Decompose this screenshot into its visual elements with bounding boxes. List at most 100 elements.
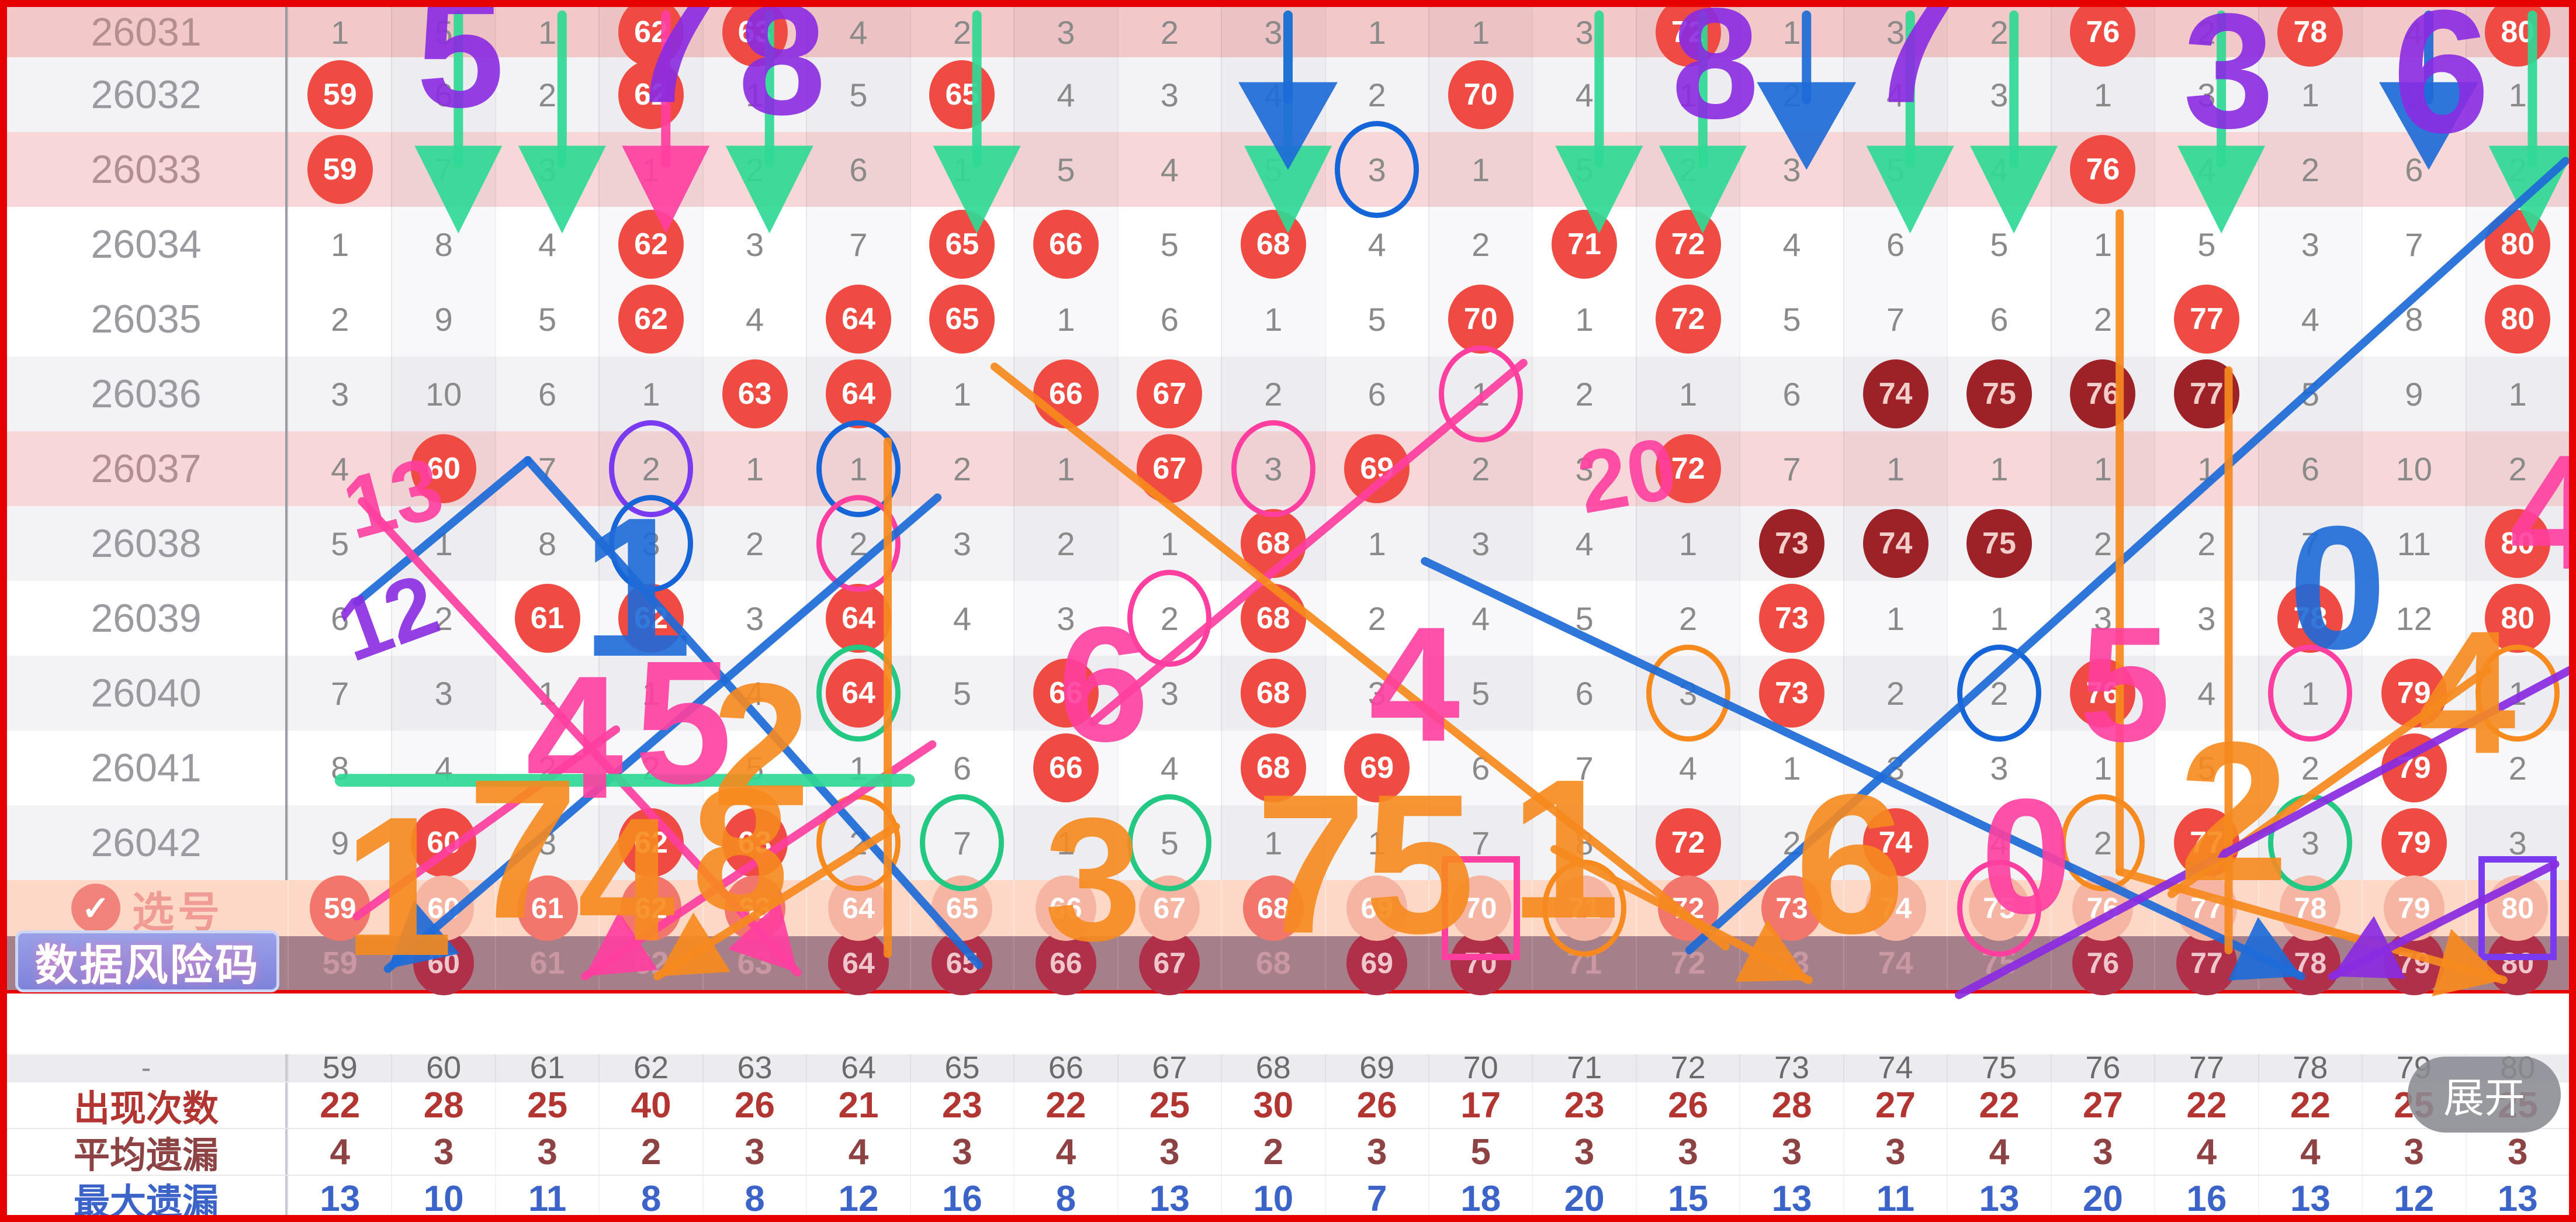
grid-cell: 2: [598, 731, 702, 805]
draw-row-26035: 26035 2 9 5 62 4 64 65 1 6 1 5 70 1 72 5 7 6 2 77 4 8 80: [7, 282, 2569, 356]
grid-cell: 78: [2258, 7, 2362, 67]
grid-cell: 5: [1532, 132, 1635, 207]
xuanhao-cell: 59: [288, 875, 391, 941]
expand-button[interactable]: 展开: [2408, 1057, 2561, 1133]
xuanhao-cell: 63: [702, 875, 806, 941]
check-icon[interactable]: ✓: [71, 884, 120, 933]
ball-76: 76: [2070, 135, 2136, 204]
grid-cell: 1: [2465, 57, 2569, 132]
grid-cell: 1: [909, 132, 1013, 207]
stats-value: 22: [288, 1082, 391, 1128]
ball-78: 78: [2277, 584, 2343, 653]
select-ball-79[interactable]: 79: [2383, 875, 2445, 941]
stats-col-73: 73: [1739, 1050, 1843, 1085]
grid-cell: 6: [1324, 356, 1428, 431]
grid-cell: 1: [1428, 7, 1532, 57]
stats-value: 2: [598, 1129, 702, 1175]
select-ball-68[interactable]: 68: [1242, 875, 1304, 941]
stats-col-67: 67: [1117, 1050, 1221, 1085]
grid-cell: 2: [2465, 731, 2569, 805]
grid-cell: 3: [1947, 57, 2050, 132]
stats-value: 8: [1013, 1176, 1117, 1215]
grid-cell: 1: [702, 431, 806, 506]
select-ball-61[interactable]: 61: [517, 875, 578, 941]
grid-cell: 1: [598, 132, 702, 207]
grid-cell: 1: [909, 356, 1013, 431]
stats-value: 10: [1221, 1176, 1324, 1215]
grid-cell: 9: [2362, 356, 2465, 431]
select-ball-60[interactable]: 60: [413, 875, 475, 941]
grid-cell: 68: [1221, 581, 1324, 656]
grid-cell: 7: [2258, 506, 2362, 581]
select-ball-69[interactable]: 69: [1346, 875, 1408, 941]
period-label: 26036: [7, 356, 288, 431]
grid-cell: 4: [1947, 132, 2050, 207]
ball-72: 72: [1655, 434, 1721, 503]
select-ball-63[interactable]: 63: [724, 875, 785, 941]
select-ball-73[interactable]: 73: [1761, 875, 1823, 941]
grid-cell: 2: [806, 495, 909, 592]
select-ball-62[interactable]: 62: [621, 875, 682, 941]
blue-circle-annotation: [609, 495, 694, 592]
stats-value: 4: [1013, 1129, 1117, 1175]
grid-cell: 61: [494, 581, 598, 656]
draw-row-26033: 26033 59 7 3 1 2 6 1 5 4 5 3 1 5 2 3 5 4 76 4 2 6 2: [7, 121, 2569, 218]
grid-cell: 9: [391, 282, 494, 356]
grid-cell: 2: [702, 506, 806, 581]
grid-cell: 2: [2258, 132, 2362, 207]
stats-value: 18: [1428, 1176, 1532, 1215]
grid-cell: 5: [1117, 207, 1221, 282]
select-ball-77[interactable]: 77: [2176, 875, 2237, 941]
stats-value: 3: [391, 1129, 494, 1175]
grid-cell: 2: [1947, 645, 2050, 742]
stats-value: 3: [909, 1129, 1013, 1175]
ball-76: 76: [2070, 659, 2136, 728]
select-ball-72[interactable]: 72: [1657, 875, 1719, 941]
stats-value: 12: [806, 1176, 909, 1215]
grid-cell: 1: [1635, 356, 1739, 431]
grid-cell: 5: [2362, 57, 2465, 132]
grid-cell: 79: [2362, 731, 2465, 805]
grid-cell: 3: [2258, 794, 2362, 891]
grid-cell: 2: [702, 132, 806, 207]
grid-cell: 6: [1532, 656, 1635, 731]
grid-cell: 2: [288, 282, 391, 356]
stats-value: 13: [2465, 1176, 2569, 1215]
draw-row-26038: 26038 5 1 8 3 2 2 3 2 1 68 1 3 4 1 73 74 75 2 2 7 11 80: [7, 495, 2569, 592]
select-ball-74[interactable]: 74: [1865, 875, 1926, 941]
ball-66: 66: [1033, 733, 1099, 802]
fengxianma-cell: 78: [2258, 931, 2362, 995]
grid-cell: 65: [909, 282, 1013, 356]
grid-cell: 69: [1324, 731, 1428, 805]
grid-cell: 4: [702, 282, 806, 356]
select-ball-66[interactable]: 66: [1035, 875, 1096, 941]
grid-cell: 1: [494, 656, 598, 731]
xuanhao-cell: 69: [1324, 875, 1428, 941]
blue-circle-annotation: [1335, 121, 1419, 218]
grid-cell: 1: [1739, 7, 1843, 57]
select-ball-59[interactable]: 59: [309, 875, 371, 941]
grid-cell: 76: [2050, 7, 2154, 67]
stats-col-65: 65: [909, 1050, 1013, 1085]
grid-cell: 60: [391, 805, 494, 880]
stats-row-label: 最大遗漏: [7, 1176, 288, 1215]
ball-68: 68: [1240, 733, 1306, 802]
grid-cell: 1: [391, 506, 494, 581]
grid-cell: 1: [598, 356, 702, 431]
grid-cell: 6: [1843, 207, 1947, 282]
grid-cell: 64: [806, 356, 909, 431]
grid-cell: 2: [909, 7, 1013, 57]
fengxianma-cell: 67: [1117, 931, 1221, 995]
ball-68: 68: [1240, 659, 1306, 728]
stats-value: 21: [806, 1082, 909, 1128]
stats-value: 25: [1117, 1082, 1221, 1128]
stats-value: 22: [1013, 1082, 1117, 1128]
grid-cell: 1: [1428, 345, 1532, 442]
grid-cell: 2: [2465, 132, 2569, 207]
stats-col-63: 63: [702, 1050, 806, 1085]
ball-70: 70: [1448, 60, 1514, 129]
grid-cell: 67: [1117, 431, 1221, 506]
stats-value: 4: [288, 1129, 391, 1175]
draw-row-26041: 26041 8 4 2 2 5 1 6 66 4 68 69 6 7 4 1 3 3 1 5 2 79 2: [7, 731, 2569, 805]
grid-cell: 2: [494, 57, 598, 132]
